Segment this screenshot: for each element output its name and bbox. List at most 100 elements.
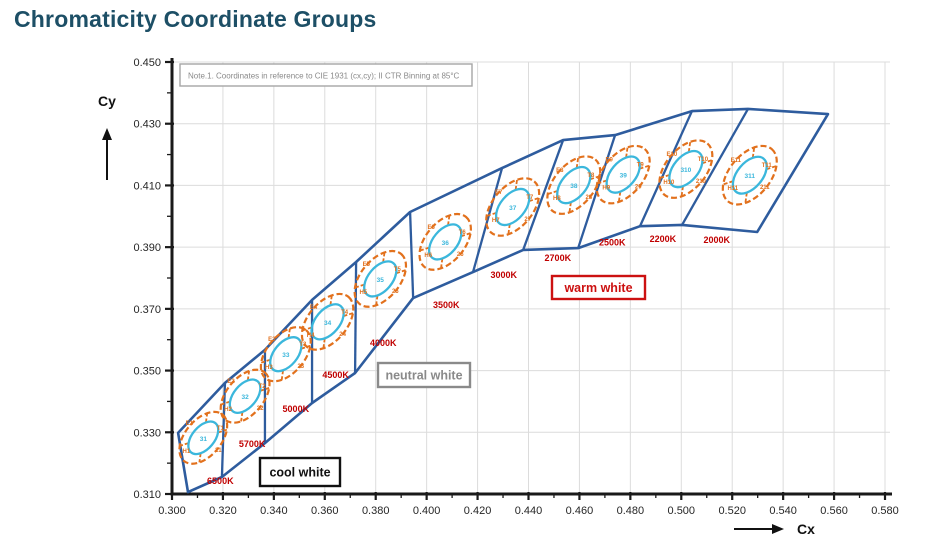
bin-spoke	[447, 215, 451, 226]
page-title: Chromaticity Coordinate Groups	[14, 6, 377, 32]
bin-spoke	[220, 400, 231, 406]
band-divider	[522, 139, 565, 251]
bin-code-label: T4	[341, 310, 349, 316]
inner-bin-ellipse	[363, 260, 398, 298]
bin-code-label: T7	[526, 195, 534, 201]
bin-spoke	[440, 258, 444, 269]
bin-code-label: H10	[663, 180, 675, 186]
region-box-border	[258, 456, 342, 488]
bin-group-3000K: 37 E7 T7 27 H7 3000K	[485, 177, 541, 280]
bin-spoke	[575, 157, 580, 169]
x-tick-label: 0.300	[158, 505, 186, 517]
bin-spoke	[625, 147, 629, 158]
x-tick-label: 0.580	[871, 505, 899, 517]
band-divider	[471, 167, 504, 273]
cct-label-3000K: 3000K	[490, 270, 517, 280]
bin-code-label: T1	[217, 426, 225, 432]
cct-label-5700K: 5700K	[239, 439, 266, 449]
bin-spoke	[596, 179, 608, 185]
bin-code-label: H8	[553, 196, 561, 202]
bin-spoke	[701, 159, 713, 165]
bin-band	[176, 107, 830, 494]
bin-spoke	[300, 344, 311, 350]
bin-spoke	[687, 141, 692, 153]
bin-code-label: 28	[585, 195, 592, 201]
bin-group-2000K: 311 E11 T11 211 H11 2000K	[704, 144, 778, 245]
bin-code-label: T6	[459, 230, 467, 236]
bin-spoke	[354, 283, 365, 289]
bin-spoke	[259, 387, 270, 392]
bin-code-label: E11	[731, 158, 742, 164]
region-box-cool-white: cool white	[258, 456, 342, 488]
bin-code-label: T2	[259, 384, 267, 390]
bin-code-label: E2	[227, 379, 235, 385]
region-box-border	[376, 361, 472, 389]
bin-code-label: 29	[635, 185, 642, 191]
bin-spoke	[514, 179, 518, 191]
x-tick-label: 0.560	[820, 505, 848, 517]
x-tick-label: 0.340	[260, 505, 288, 517]
inner-bin-ellipse	[605, 155, 641, 194]
bin-spoke	[395, 269, 406, 275]
y-tick-label: 0.390	[133, 242, 161, 254]
bin-code-label: 33	[282, 352, 290, 359]
bin-spoke	[375, 295, 379, 306]
bin-code-label: T9	[637, 163, 645, 169]
bin-code-label: H9	[602, 186, 610, 192]
x-tick-label: 0.500	[668, 505, 696, 517]
bin-spoke	[280, 370, 284, 380]
band-divider	[638, 110, 694, 227]
bin-code-label: H11	[727, 186, 738, 192]
bin-code-label: E6	[428, 225, 436, 231]
bin-code-label: E5	[363, 262, 371, 268]
bin-spoke	[301, 326, 313, 332]
y-tick-label: 0.410	[133, 180, 161, 192]
bin-code-label: E3	[268, 337, 276, 343]
bin-code-label: 38	[570, 183, 578, 190]
bin-code-label: T8	[587, 173, 595, 179]
outer-bin-ellipse	[595, 144, 651, 205]
x-tick-label: 0.480	[617, 505, 645, 517]
bin-spoke	[722, 180, 734, 186]
bin-spoke	[343, 312, 354, 318]
cct-label-2700K: 2700K	[545, 253, 572, 263]
cy-axis-label: Cy	[98, 93, 116, 109]
y-tick-label: 0.350	[133, 366, 161, 378]
band-divider	[681, 108, 750, 226]
bin-spoke	[329, 295, 333, 306]
bin-spoke	[744, 192, 748, 204]
axis-titles: Cy Cx	[98, 93, 815, 537]
region-box-neutral-white: neutral white	[376, 361, 472, 389]
band-divider	[353, 261, 358, 374]
bin-code-label: 27	[524, 217, 531, 223]
bin-group-5700K: 32 E2 T2 22 H2 5700K	[219, 368, 271, 449]
bin-spoke	[322, 338, 326, 349]
cx-axis-label: Cx	[797, 521, 815, 537]
bin-spoke	[547, 190, 558, 195]
bin-spoke	[751, 147, 756, 158]
cy-axis-arrowhead	[102, 128, 112, 140]
region-box-label: cool white	[269, 466, 330, 480]
inner-bin-ellipse	[310, 303, 345, 341]
x-tick-label: 0.460	[566, 505, 594, 517]
band-divider	[408, 211, 415, 299]
inner-bin-ellipse	[731, 155, 768, 195]
bin-code-label: E4	[310, 305, 318, 311]
y-tick-label: 0.370	[133, 304, 161, 316]
inner-bin-ellipse	[668, 149, 704, 189]
band-divider	[220, 382, 227, 478]
bin-code-label: T3	[299, 342, 307, 348]
bin-spoke	[205, 413, 209, 423]
bin-spoke	[419, 246, 430, 252]
bin-code-label: T5	[394, 267, 402, 273]
axes: 0.300 0.320 0.340 0.360 0.380 0.400 0.420 0.440…	[133, 57, 898, 517]
bin-code-label: 311	[745, 173, 756, 180]
bin-spoke	[486, 211, 497, 217]
outer-bin-ellipse	[418, 212, 472, 271]
inner-bin-ellipse	[228, 378, 262, 414]
note-text: Note.1. Coordinates in reference to CIE …	[188, 72, 460, 81]
cct-label-2500K: 2500K	[599, 238, 626, 248]
bin-code-label: E1	[186, 421, 194, 427]
bin-spoke	[260, 358, 271, 364]
